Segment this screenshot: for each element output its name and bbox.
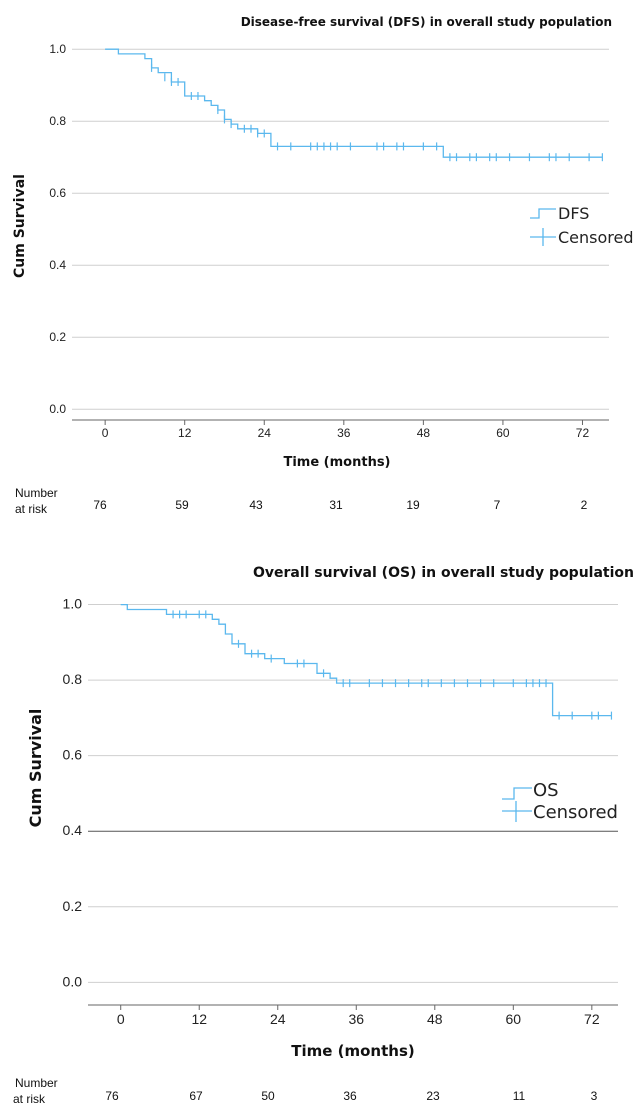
dfs-risk-value: 76: [93, 498, 107, 512]
dfs-risk-value: 59: [175, 498, 189, 512]
dfs-risk-value: 31: [329, 498, 343, 512]
os-x-tick-label: 12: [191, 1011, 207, 1027]
dfs-legend: DFS Censored: [530, 204, 634, 247]
dfs-x-tick-label: 0: [102, 426, 109, 440]
os-y-tick-label: 0.4: [63, 822, 83, 838]
os-risk-value: 3: [591, 1089, 598, 1103]
dfs-legend-series-label: DFS: [558, 204, 589, 223]
dfs-x-tick-label: 60: [496, 426, 510, 440]
dfs-y-tick-label: 0.2: [49, 330, 66, 344]
dfs-legend-censor-icon: [530, 228, 556, 246]
dfs-x-ticks: 0 12 24 36 48 60 72: [102, 420, 590, 440]
os-survival-curve: [120, 603, 612, 717]
os-risk-label-line1: Number: [15, 1076, 58, 1090]
dfs-y-ticks: 0.0 0.2 0.4 0.6 0.8 1.0: [49, 42, 66, 416]
dfs-y-tick-label: 1.0: [49, 42, 66, 56]
dfs-y-tick-label: 0.6: [49, 186, 66, 200]
os-y-tick-label: 0.0: [63, 973, 83, 989]
os-y-axis-label: Cum Survival: [26, 709, 45, 828]
dfs-x-tick-label: 48: [417, 426, 431, 440]
os-y-tick-label: 0.6: [63, 747, 83, 763]
os-risk-value: 67: [189, 1089, 203, 1103]
dfs-curve-group: [105, 48, 603, 158]
dfs-chart-title: Disease-free survival (DFS) in overall s…: [241, 15, 612, 29]
os-legend-censor-icon: [502, 801, 532, 822]
os-chart-title: Overall survival (OS) in overall study p…: [253, 565, 634, 581]
os-legend-series-label: OS: [533, 780, 559, 801]
os-curve-group: [120, 603, 612, 717]
os-number-at-risk: Number at risk 76 67 50 36 23 11 3: [13, 1076, 598, 1106]
os-x-axis-label: Time (months): [291, 1042, 415, 1060]
dfs-x-tick-label: 72: [576, 426, 590, 440]
os-legend-censored-label: Censored: [533, 802, 618, 823]
os-x-tick-label: 72: [584, 1011, 600, 1027]
dfs-risk-label-line2: at risk: [15, 502, 48, 516]
dfs-legend-line-icon: [530, 208, 556, 219]
dfs-x-tick-label: 12: [178, 426, 192, 440]
dfs-survival-curve: [105, 48, 603, 158]
dfs-x-axis-label: Time (months): [283, 455, 390, 470]
dfs-x-tick-label: 24: [258, 426, 272, 440]
os-chart: Overall survival (OS) in overall study p…: [13, 565, 634, 1106]
dfs-censor-marks: [150, 63, 603, 162]
os-x-tick-label: 0: [117, 1011, 125, 1027]
dfs-y-tick-label: 0.4: [49, 258, 66, 272]
dfs-risk-label-line1: Number: [15, 486, 58, 500]
os-risk-value: 11: [513, 1089, 526, 1103]
os-risk-values: 76 67 50 36 23 11 3: [105, 1089, 597, 1103]
os-x-tick-label: 60: [506, 1011, 522, 1027]
dfs-gridlines: [72, 48, 609, 410]
dfs-y-tick-label: 0.0: [49, 402, 66, 416]
dfs-chart: Disease-free survival (DFS) in overall s…: [12, 15, 634, 516]
os-risk-value: 50: [261, 1089, 275, 1103]
os-y-ticks: 0.0 0.2 0.4 0.6 0.8 1.0: [63, 596, 83, 990]
dfs-risk-value: 43: [249, 498, 263, 512]
dfs-risk-value: 2: [581, 498, 588, 512]
os-y-tick-label: 0.2: [63, 898, 83, 914]
dfs-y-tick-label: 0.8: [49, 114, 66, 128]
os-legend: OS Censored: [502, 780, 618, 823]
os-risk-value: 36: [343, 1089, 357, 1103]
os-y-tick-label: 0.8: [63, 671, 83, 687]
dfs-risk-value: 19: [406, 498, 420, 512]
os-gridlines: [88, 604, 618, 983]
os-x-tick-label: 36: [348, 1011, 364, 1027]
os-legend-line-icon: [502, 787, 532, 800]
os-risk-value: 76: [105, 1089, 119, 1103]
os-censor-marks: [172, 610, 613, 720]
dfs-x-tick-label: 36: [337, 426, 351, 440]
os-y-tick-label: 1.0: [63, 596, 83, 612]
dfs-risk-values: 76 59 43 31 19 7 2: [93, 498, 587, 512]
dfs-number-at-risk: Number at risk 76 59 43 31 19 7 2: [15, 486, 588, 516]
dfs-y-axis-label: Cum Survival: [12, 174, 28, 278]
os-risk-value: 23: [426, 1089, 440, 1103]
os-x-tick-label: 24: [270, 1011, 286, 1027]
os-x-tick-label: 48: [427, 1011, 443, 1027]
os-x-ticks: 0 12 24 36 48 60 72: [117, 1005, 600, 1027]
dfs-risk-value: 7: [494, 498, 501, 512]
os-risk-label-line2: at risk: [13, 1092, 46, 1106]
dfs-legend-censored-label: Censored: [558, 228, 634, 247]
